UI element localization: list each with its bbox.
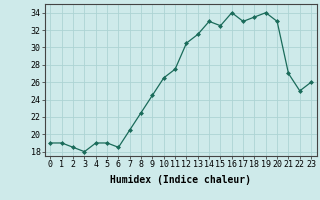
X-axis label: Humidex (Indice chaleur): Humidex (Indice chaleur) [110, 175, 251, 185]
